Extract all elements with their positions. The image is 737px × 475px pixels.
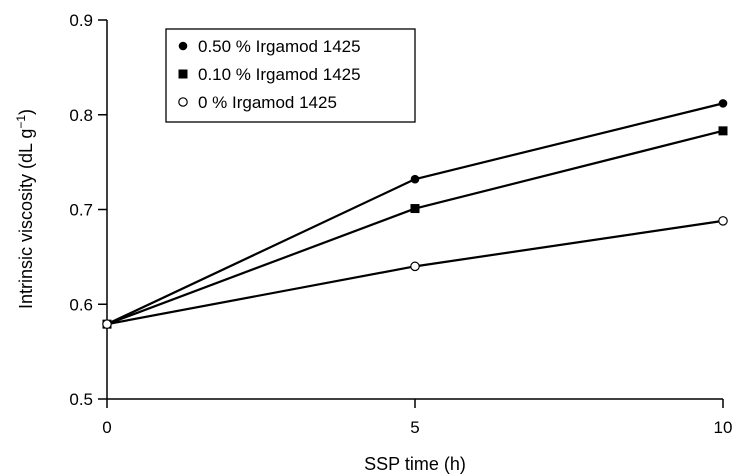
y-axis-title-close: ) (16, 109, 36, 115)
series-2-point (718, 126, 728, 136)
legend-label-1: 0.50 % Irgamod 1425 (198, 37, 361, 56)
series-3-point (102, 319, 112, 329)
x-axis-ticks: 0 5 10 (102, 399, 732, 437)
legend-box (165, 28, 416, 123)
x-axis-title: SSP time (h) (364, 454, 466, 474)
series-2-line (106, 129, 724, 326)
legend-marker-1 (178, 41, 188, 51)
y-tick-label: 0.9 (69, 11, 93, 30)
legend-marker-3 (178, 97, 188, 107)
y-tick-label: 0.8 (69, 106, 93, 125)
series-1-point (718, 99, 728, 108)
y-axis-title-main: Intrinsic viscosity (dL g (16, 129, 36, 309)
y-tick-label: 0.7 (69, 201, 93, 220)
y-axis-title: Intrinsic viscosity (dL g−1) (14, 109, 36, 309)
series-lines (106, 102, 724, 326)
x-tick-label: 10 (714, 418, 733, 437)
y-tick-label: 0.6 (69, 295, 93, 314)
legend: 0.50 % Irgamod 1425 0.10 % Irgamod 1425 0 … (165, 28, 416, 123)
series-3-point (410, 261, 420, 272)
x-tick-label: 0 (102, 418, 111, 437)
legend-marker-2 (178, 69, 188, 79)
legend-label-2: 0.10 % Irgamod 1425 (198, 65, 361, 84)
y-tick-label: 0.5 (69, 390, 93, 409)
series-1-point (410, 174, 420, 184)
y-axis-ticks: 0.5 0.6 0.7 0.8 0.9 (69, 11, 107, 409)
series-2-point (410, 204, 420, 214)
x-tick-label: 5 (410, 418, 419, 437)
series-3-line (106, 219, 724, 326)
series-1-line (106, 102, 724, 326)
y-axis-title-superscript: −1 (14, 115, 28, 129)
series-layer (102, 99, 728, 329)
series-3-point (718, 216, 728, 226)
series-markers (102, 99, 728, 329)
legend-label-3: 0 % Irgamod 1425 (198, 93, 337, 112)
